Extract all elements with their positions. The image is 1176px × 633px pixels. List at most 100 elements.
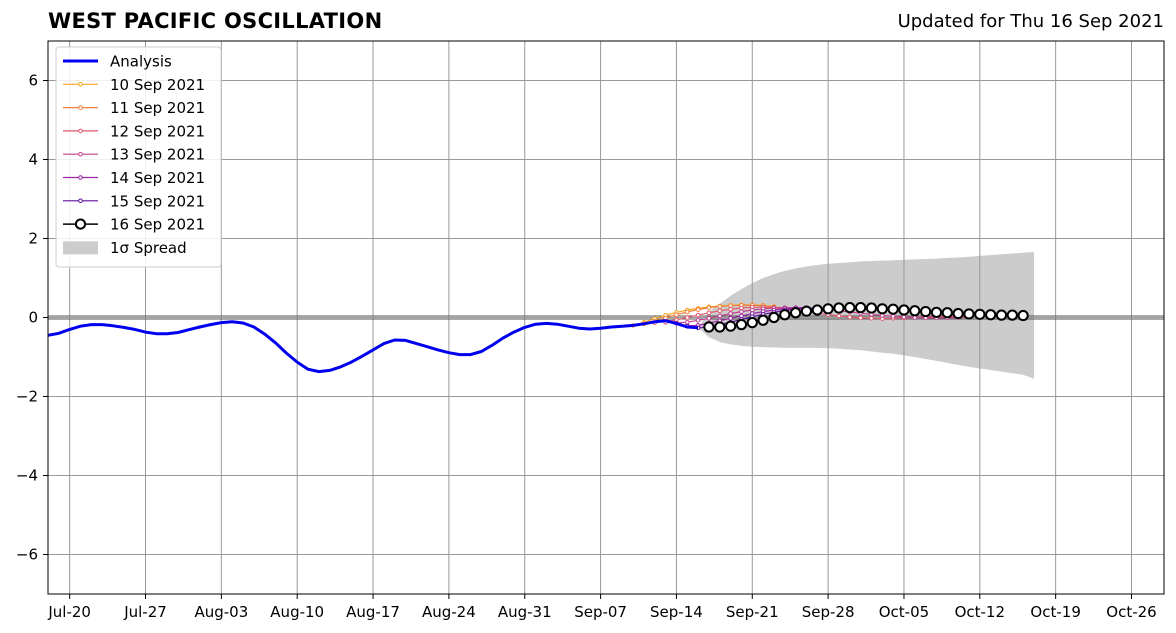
latest-forecast-point: [844, 302, 856, 314]
x-tick-label: Aug-31: [498, 603, 552, 621]
latest-forecast-point: [757, 314, 769, 326]
latest-forecast-point: [887, 303, 899, 315]
forecast-point: [728, 311, 733, 316]
latest-forecast-point: [909, 305, 921, 317]
forecast-point: [695, 307, 701, 312]
y-tick-label: 0: [28, 309, 38, 327]
updated-date: Updated for Thu 16 Sep 2021: [897, 11, 1164, 32]
legend-item: 1σ Spread: [63, 239, 187, 257]
legend-marker: [78, 151, 83, 157]
x-tick-label: Aug-03: [194, 603, 248, 621]
legend-marker: [78, 105, 83, 110]
y-tick-label: −6: [16, 546, 38, 564]
legend-label: Analysis: [110, 53, 172, 71]
forecast-point: [706, 315, 712, 321]
latest-forecast-point: [930, 306, 943, 318]
legend-item: 11 Sep 2021: [63, 99, 205, 117]
latest-forecast-point: [876, 303, 888, 315]
latest-forecast-point: [811, 304, 823, 316]
legend-item: 12 Sep 2021: [63, 122, 205, 140]
legend-marker: [78, 198, 83, 204]
legend-label: 16 Sep 2021: [110, 216, 205, 234]
x-tick-label: Oct-26: [1106, 603, 1156, 621]
forecast-point: [717, 308, 723, 314]
forecast-point: [890, 314, 896, 319]
x-tick-label: Jul-20: [47, 603, 91, 621]
axes-layer: Jul-20 Jul-27 Aug-03 Aug-10 Aug-17 Aug-24 Aug-…: [16, 40, 1165, 621]
forecast-point: [728, 306, 733, 312]
latest-forecast-point: [779, 309, 791, 321]
x-tick-label: Sep-14: [650, 603, 703, 621]
forecast-point: [858, 315, 863, 321]
forecast-point: [836, 313, 842, 319]
forecast-point: [728, 315, 733, 321]
latest-forecast-point: [865, 302, 878, 314]
y-tick-label: 2: [28, 230, 38, 248]
legend-label: 10 Sep 2021: [110, 76, 205, 94]
forecast-point: [717, 313, 723, 319]
series-layer: [47, 302, 1029, 374]
forecast-point: [869, 315, 874, 321]
legend-label: 11 Sep 2021: [110, 99, 205, 117]
forecast-point: [706, 305, 712, 310]
latest-forecast-point: [714, 321, 726, 333]
legend-item: 15 Sep 2021: [63, 192, 205, 210]
legend-label: 15 Sep 2021: [110, 192, 205, 210]
legend-label: 14 Sep 2021: [110, 169, 205, 187]
latest-forecast-point: [725, 320, 737, 332]
latest-forecast-point: [822, 303, 834, 315]
x-tick-label: Sep-07: [574, 603, 627, 621]
legend-label: 13 Sep 2021: [110, 146, 205, 164]
latest-forecast-point: [800, 305, 813, 317]
forecast-point: [901, 314, 907, 320]
latest-forecast-point: [1017, 309, 1029, 322]
legend-box: [55, 46, 222, 268]
legend-marker: [78, 128, 83, 134]
latest-forecast-point: [985, 309, 997, 321]
plot-frame: [47, 40, 1165, 595]
forecast-point: [739, 309, 744, 314]
chart-title: WEST PACIFIC OSCILLATION: [48, 9, 383, 33]
legend: Analysis 10 Sep 2021 11 Sep 2021 12 Sep 202…: [55, 46, 222, 268]
legend-item: 16 Sep 2021: [63, 216, 205, 234]
spread-layer: [698, 251, 1034, 379]
forecast-point: [706, 310, 712, 316]
latest-forecast-point: [855, 302, 867, 314]
y-tick-label: 6: [28, 72, 38, 90]
legend-item: 14 Sep 2021: [63, 169, 205, 187]
latest-forecast-point: [790, 307, 802, 319]
latest-forecast-point: [833, 302, 845, 314]
x-tick-label: Jul-27: [123, 603, 167, 621]
latest-forecast-point: [746, 317, 758, 329]
legend-swatch: [63, 241, 98, 255]
legend-marker: [78, 82, 83, 87]
forecast-point: [674, 312, 679, 318]
legend-marker: [74, 218, 87, 230]
legend-item: 13 Sep 2021: [63, 146, 205, 164]
x-tick-label: Sep-28: [802, 603, 855, 621]
x-tick-label: Aug-24: [422, 603, 476, 621]
forecast-point: [695, 317, 701, 323]
forecast-point: [847, 314, 853, 320]
x-tick-label: Oct-19: [1030, 603, 1080, 621]
spread-band: [698, 251, 1034, 379]
latest-forecast-point: [920, 305, 932, 318]
latest-forecast-point: [941, 307, 953, 319]
latest-forecast-point: [768, 311, 780, 324]
y-tick-label: 4: [28, 151, 38, 169]
latest-forecast-point: [735, 319, 748, 331]
latest-forecast-point: [1006, 309, 1018, 321]
latest-forecast-point: [995, 309, 1008, 321]
legend-marker: [78, 175, 83, 180]
forecast-point: [684, 309, 690, 315]
latest-forecast-point: [974, 308, 986, 320]
x-tick-label: Aug-10: [270, 603, 324, 621]
legend-label: 12 Sep 2021: [110, 122, 205, 140]
y-tick-label: −4: [16, 467, 38, 485]
legend-item: 10 Sep 2021: [63, 76, 205, 94]
x-tick-label: Aug-17: [346, 603, 400, 621]
x-tick-label: Sep-21: [726, 603, 779, 621]
forecast-point: [695, 312, 701, 318]
analysis-line: [47, 319, 699, 374]
